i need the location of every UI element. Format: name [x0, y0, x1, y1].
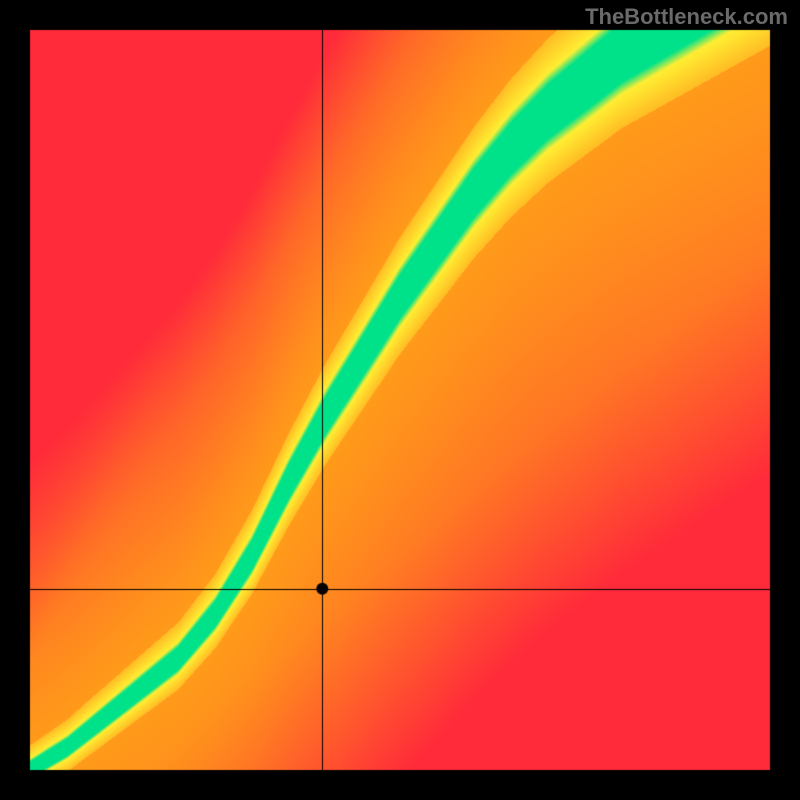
chart-container: TheBottleneck.com [0, 0, 800, 800]
bottleneck-heatmap [0, 0, 800, 800]
watermark-text: TheBottleneck.com [585, 4, 788, 30]
